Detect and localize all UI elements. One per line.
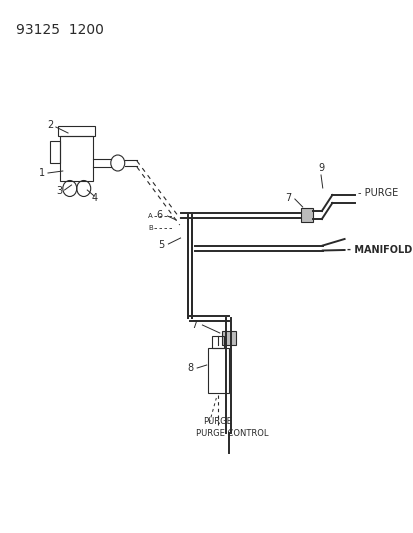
Text: 4: 4 — [91, 193, 97, 203]
Text: 93125  1200: 93125 1200 — [16, 23, 103, 37]
Text: 7: 7 — [191, 320, 197, 330]
Bar — [207, 348, 228, 393]
Text: - MANIFOLD: - MANIFOLD — [347, 245, 411, 255]
Text: 6: 6 — [156, 210, 162, 220]
Bar — [221, 331, 235, 345]
Text: PURGE CONTROL: PURGE CONTROL — [196, 429, 268, 438]
Text: 3: 3 — [56, 186, 62, 196]
Text: 7: 7 — [284, 193, 290, 203]
Text: - PURGE: - PURGE — [357, 188, 397, 198]
Bar — [60, 135, 93, 181]
Text: 5: 5 — [158, 240, 164, 250]
Bar — [50, 141, 60, 163]
Text: 9: 9 — [317, 163, 323, 173]
Text: 1: 1 — [39, 168, 45, 178]
Bar — [300, 208, 312, 222]
Text: PURGE: PURGE — [203, 416, 232, 425]
Text: 8: 8 — [187, 363, 193, 373]
Text: A: A — [147, 213, 152, 219]
Bar — [211, 336, 224, 348]
Bar — [58, 125, 95, 135]
Text: B: B — [147, 225, 152, 231]
Text: 2: 2 — [47, 120, 54, 130]
